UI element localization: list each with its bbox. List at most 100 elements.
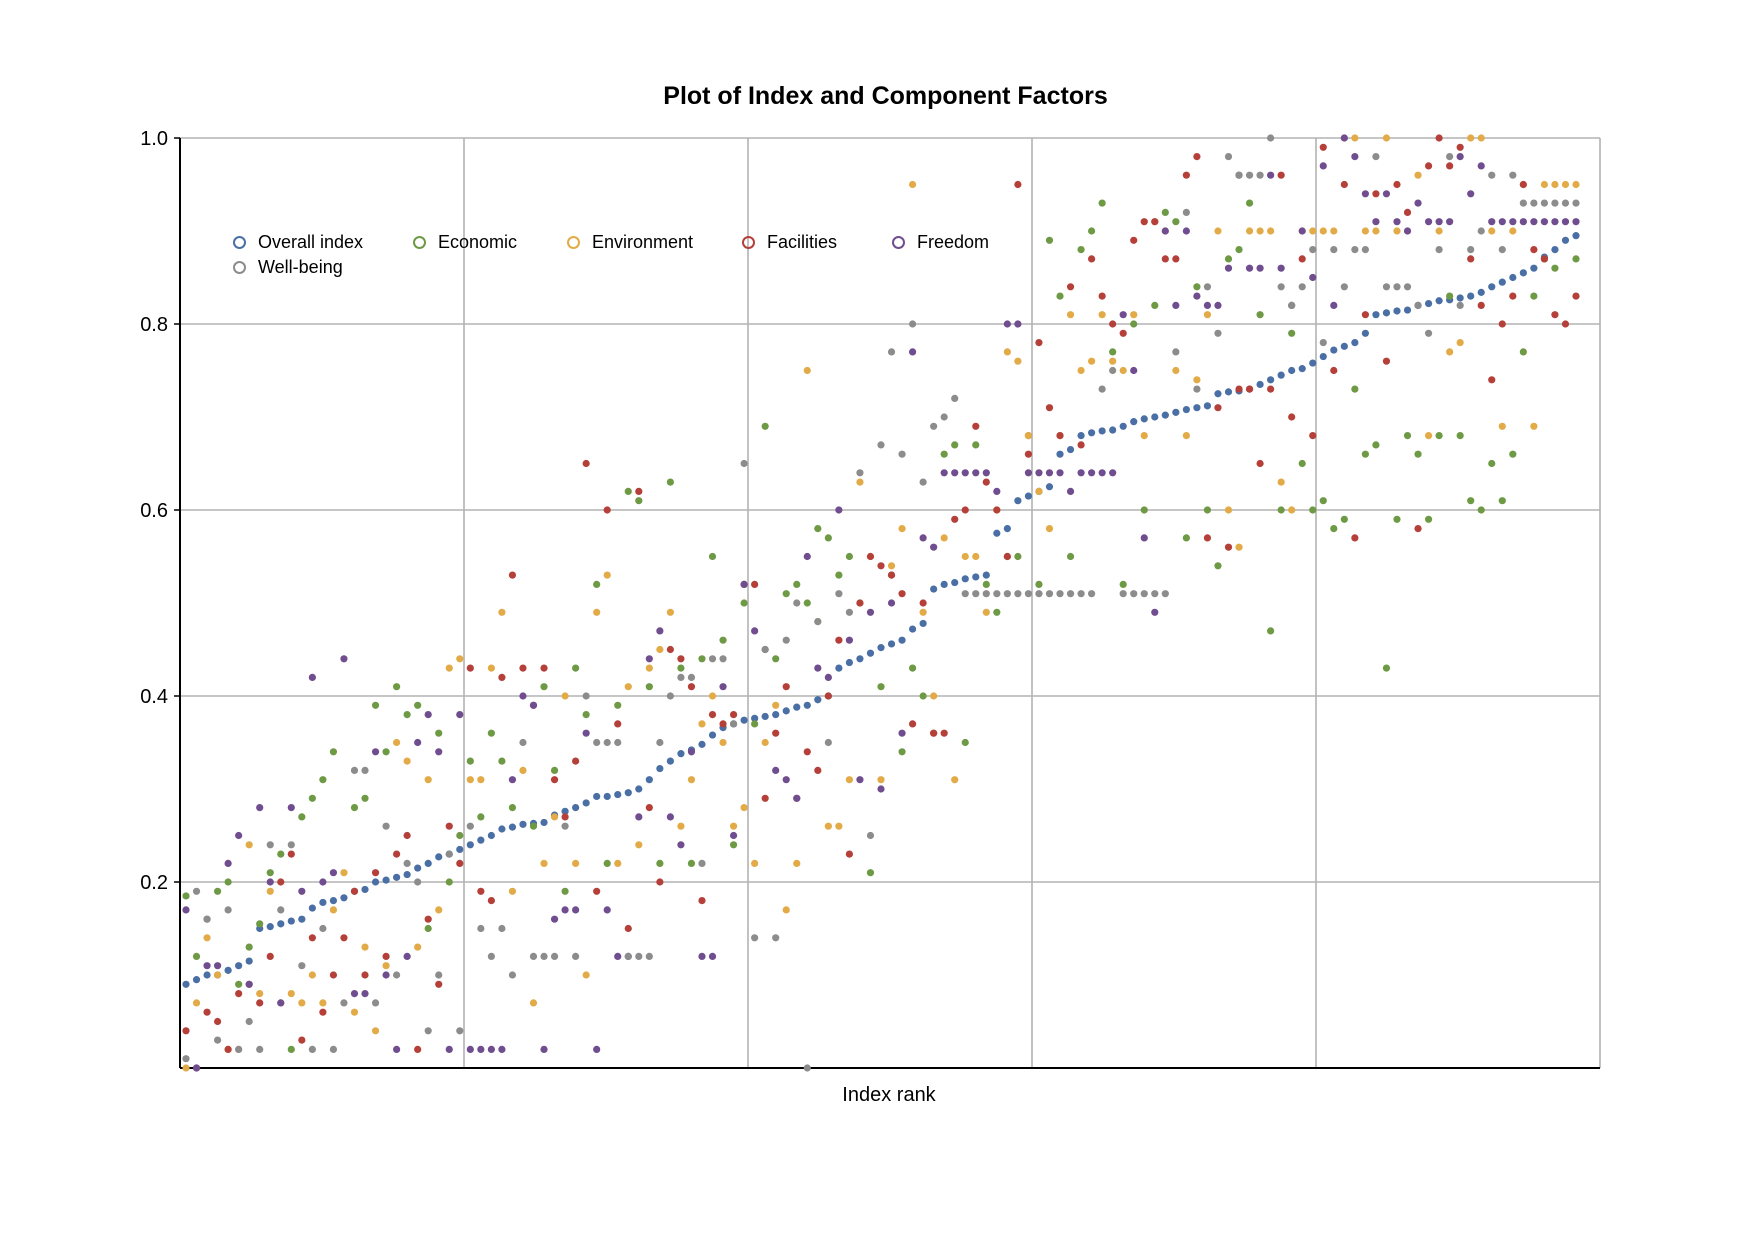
data-point bbox=[1161, 590, 1169, 598]
data-point bbox=[561, 887, 569, 895]
data-point bbox=[1098, 311, 1106, 319]
data-point bbox=[1540, 180, 1549, 189]
data-point bbox=[572, 859, 580, 868]
data-point bbox=[466, 1045, 474, 1053]
data-point bbox=[919, 608, 927, 616]
data-point bbox=[1256, 227, 1264, 235]
data-point bbox=[361, 885, 369, 894]
data-point bbox=[1035, 590, 1043, 598]
data-point bbox=[393, 738, 401, 747]
data-point bbox=[1203, 311, 1212, 319]
data-point bbox=[919, 692, 927, 700]
data-point bbox=[835, 506, 843, 514]
data-point bbox=[319, 776, 327, 784]
data-point bbox=[656, 738, 664, 747]
data-point bbox=[1109, 320, 1117, 328]
data-point bbox=[1403, 306, 1412, 314]
data-point bbox=[1203, 402, 1212, 410]
data-point bbox=[1351, 153, 1359, 161]
data-point bbox=[1382, 134, 1391, 142]
data-point bbox=[782, 590, 790, 598]
data-point bbox=[877, 562, 885, 570]
data-point bbox=[361, 990, 369, 998]
data-point bbox=[256, 999, 264, 1007]
data-point bbox=[898, 636, 906, 644]
data-point bbox=[845, 636, 854, 644]
data-point bbox=[614, 738, 622, 747]
data-point bbox=[1235, 385, 1243, 393]
data-point bbox=[940, 729, 948, 737]
data-point bbox=[540, 1045, 548, 1053]
data-point bbox=[930, 692, 938, 700]
data-point bbox=[908, 348, 917, 356]
data-point bbox=[1182, 534, 1190, 542]
data-point bbox=[1056, 590, 1064, 598]
data-point bbox=[1551, 180, 1559, 189]
legend-marker-icon bbox=[233, 261, 246, 274]
data-point bbox=[845, 658, 854, 667]
data-point bbox=[919, 478, 927, 486]
data-point bbox=[887, 599, 896, 607]
data-point bbox=[1267, 171, 1275, 179]
data-point bbox=[719, 720, 727, 728]
data-point bbox=[235, 1045, 243, 1053]
data-point bbox=[1119, 366, 1127, 375]
data-point bbox=[1488, 283, 1496, 291]
data-point bbox=[1446, 153, 1454, 161]
data-point bbox=[1193, 404, 1201, 412]
data-point bbox=[1214, 562, 1222, 570]
data-point bbox=[550, 952, 559, 961]
legend-marker-icon bbox=[892, 236, 905, 249]
data-point bbox=[951, 441, 959, 449]
data-point bbox=[656, 645, 664, 654]
data-point bbox=[814, 618, 822, 626]
series-economic bbox=[182, 199, 1580, 1053]
data-point bbox=[424, 711, 432, 719]
data-point bbox=[445, 878, 453, 886]
data-point bbox=[835, 664, 843, 672]
data-point bbox=[866, 831, 875, 840]
data-point bbox=[287, 1045, 295, 1053]
data-point bbox=[782, 707, 790, 715]
data-point bbox=[993, 590, 1001, 598]
data-point bbox=[708, 711, 717, 719]
data-point bbox=[1519, 218, 1527, 226]
data-point bbox=[1298, 227, 1306, 235]
data-point bbox=[761, 794, 769, 802]
data-point bbox=[308, 904, 316, 912]
data-point bbox=[182, 1027, 190, 1035]
data-point bbox=[1245, 264, 1254, 272]
legend-marker-icon bbox=[742, 236, 755, 249]
chart-title: Plot of Index and Component Factors bbox=[663, 82, 1108, 110]
data-point bbox=[1098, 385, 1106, 393]
data-point bbox=[1435, 227, 1443, 235]
data-point bbox=[1172, 218, 1180, 226]
data-point bbox=[424, 776, 432, 784]
data-point bbox=[435, 729, 443, 737]
data-point bbox=[824, 692, 832, 700]
data-point bbox=[1498, 278, 1506, 286]
data-point bbox=[940, 413, 948, 421]
data-point bbox=[329, 748, 338, 756]
data-point bbox=[1245, 171, 1254, 179]
data-point bbox=[1330, 246, 1338, 254]
data-point bbox=[235, 962, 243, 970]
data-point bbox=[877, 644, 885, 652]
data-point bbox=[930, 543, 938, 551]
data-point bbox=[708, 952, 717, 961]
data-point bbox=[1509, 450, 1517, 458]
data-point bbox=[1424, 432, 1433, 440]
data-point bbox=[698, 897, 706, 905]
data-point bbox=[856, 469, 864, 477]
data-point bbox=[887, 562, 896, 570]
data-point bbox=[298, 887, 306, 895]
y-tick-label: 0.4 bbox=[140, 686, 168, 708]
data-point bbox=[803, 366, 811, 375]
data-point bbox=[1372, 190, 1380, 198]
data-point bbox=[1045, 469, 1054, 477]
data-point bbox=[1309, 506, 1317, 514]
data-point bbox=[340, 869, 348, 877]
data-point bbox=[1193, 283, 1201, 291]
data-point bbox=[435, 906, 443, 914]
data-point bbox=[1372, 311, 1380, 319]
